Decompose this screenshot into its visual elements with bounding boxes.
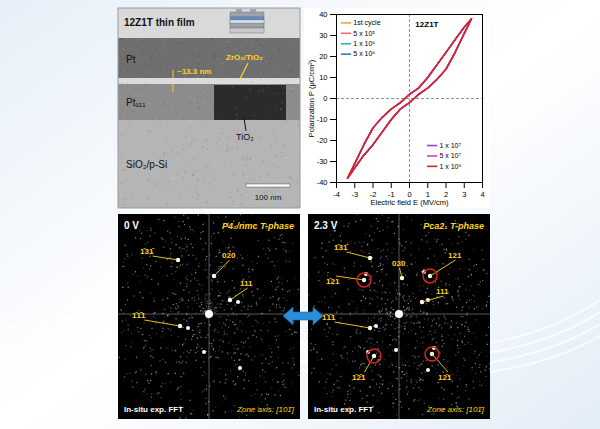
svg-text:-2: -2 xyxy=(369,189,377,199)
svg-text:1̄2̄1: 1̄2̄1 xyxy=(352,373,366,382)
svg-text:SiO₂/p-Si: SiO₂/p-Si xyxy=(126,159,167,170)
svg-text:121: 121 xyxy=(448,251,462,260)
svg-text:1̄31̄: 1̄31̄ xyxy=(334,243,349,252)
svg-text:0: 0 xyxy=(407,189,412,199)
svg-text:111: 111 xyxy=(240,279,253,288)
svg-text:P4₂/nmc T-phase: P4₂/nmc T-phase xyxy=(222,221,294,231)
svg-text:12̄1: 12̄1 xyxy=(438,373,452,382)
svg-text:40: 40 xyxy=(319,10,327,19)
svg-text:5 x 10⁷: 5 x 10⁷ xyxy=(439,152,461,159)
svg-text:TiO₂: TiO₂ xyxy=(236,132,254,142)
svg-text:12Z1T thin film: 12Z1T thin film xyxy=(124,17,195,28)
svg-text:12Z1T: 12Z1T xyxy=(415,20,438,29)
svg-text:Zone axis: [101̄]: Zone axis: [101̄] xyxy=(426,405,485,414)
svg-text:-40: -40 xyxy=(317,178,328,187)
svg-text:-3: -3 xyxy=(351,190,358,199)
svg-text:30: 30 xyxy=(319,31,327,40)
svg-text:1̄31̄: 1̄31̄ xyxy=(140,247,155,256)
svg-text:100 nm: 100 nm xyxy=(255,193,282,202)
svg-text:In-situ exp. FFT: In-situ exp. FFT xyxy=(124,405,183,414)
svg-text:1̄1̄1: 1̄1̄1 xyxy=(132,311,146,320)
svg-text:4: 4 xyxy=(480,190,484,199)
svg-text:20: 20 xyxy=(319,52,327,61)
svg-text:-4: -4 xyxy=(333,190,340,199)
svg-text:Zone axis: [101̄]: Zone axis: [101̄] xyxy=(236,405,295,414)
svg-text:Pca2₁ T-phase: Pca2₁ T-phase xyxy=(423,221,484,231)
svg-text:-30: -30 xyxy=(317,157,328,166)
svg-text:ZrO₂/TiO₂: ZrO₂/TiO₂ xyxy=(226,53,263,62)
svg-text:1̄1̄1: 1̄1̄1 xyxy=(322,313,336,322)
svg-text:-1: -1 xyxy=(387,189,395,199)
svg-text:1 x 10⁸: 1 x 10⁸ xyxy=(439,163,461,170)
svg-text:In-situ exp. FFT: In-situ exp. FFT xyxy=(314,405,373,414)
svg-text:Pt: Pt xyxy=(126,54,136,65)
svg-text:Polarization P (μC/cm²): Polarization P (μC/cm²) xyxy=(307,59,316,137)
svg-text:1: 1 xyxy=(425,189,430,199)
svg-text:3: 3 xyxy=(462,190,466,199)
svg-text:020: 020 xyxy=(222,251,236,260)
svg-text:10: 10 xyxy=(319,73,327,82)
svg-text:1̄21: 1̄21 xyxy=(326,277,340,286)
svg-text:Electric field E (MV/cm): Electric field E (MV/cm) xyxy=(371,198,449,207)
svg-text:020: 020 xyxy=(392,259,406,268)
svg-text:-10: -10 xyxy=(317,115,328,124)
svg-text:~13.3 nm: ~13.3 nm xyxy=(177,67,211,76)
svg-text:Pt₁₁₁: Pt₁₁₁ xyxy=(126,97,146,108)
svg-text:5 x 10⁵: 5 x 10⁵ xyxy=(353,30,375,37)
svg-text:1st cycle: 1st cycle xyxy=(353,19,380,27)
svg-text:0 V: 0 V xyxy=(124,220,139,231)
svg-text:1 x 10⁷: 1 x 10⁷ xyxy=(439,142,461,149)
svg-text:2: 2 xyxy=(443,189,449,199)
svg-text:5 x 10⁶: 5 x 10⁶ xyxy=(353,50,375,57)
svg-text:111: 111 xyxy=(436,287,449,296)
svg-text:2.3 V: 2.3 V xyxy=(314,220,338,231)
svg-text:-20: -20 xyxy=(317,136,328,145)
svg-text:0: 0 xyxy=(323,94,327,103)
svg-text:1 x 10⁶: 1 x 10⁶ xyxy=(353,40,375,47)
